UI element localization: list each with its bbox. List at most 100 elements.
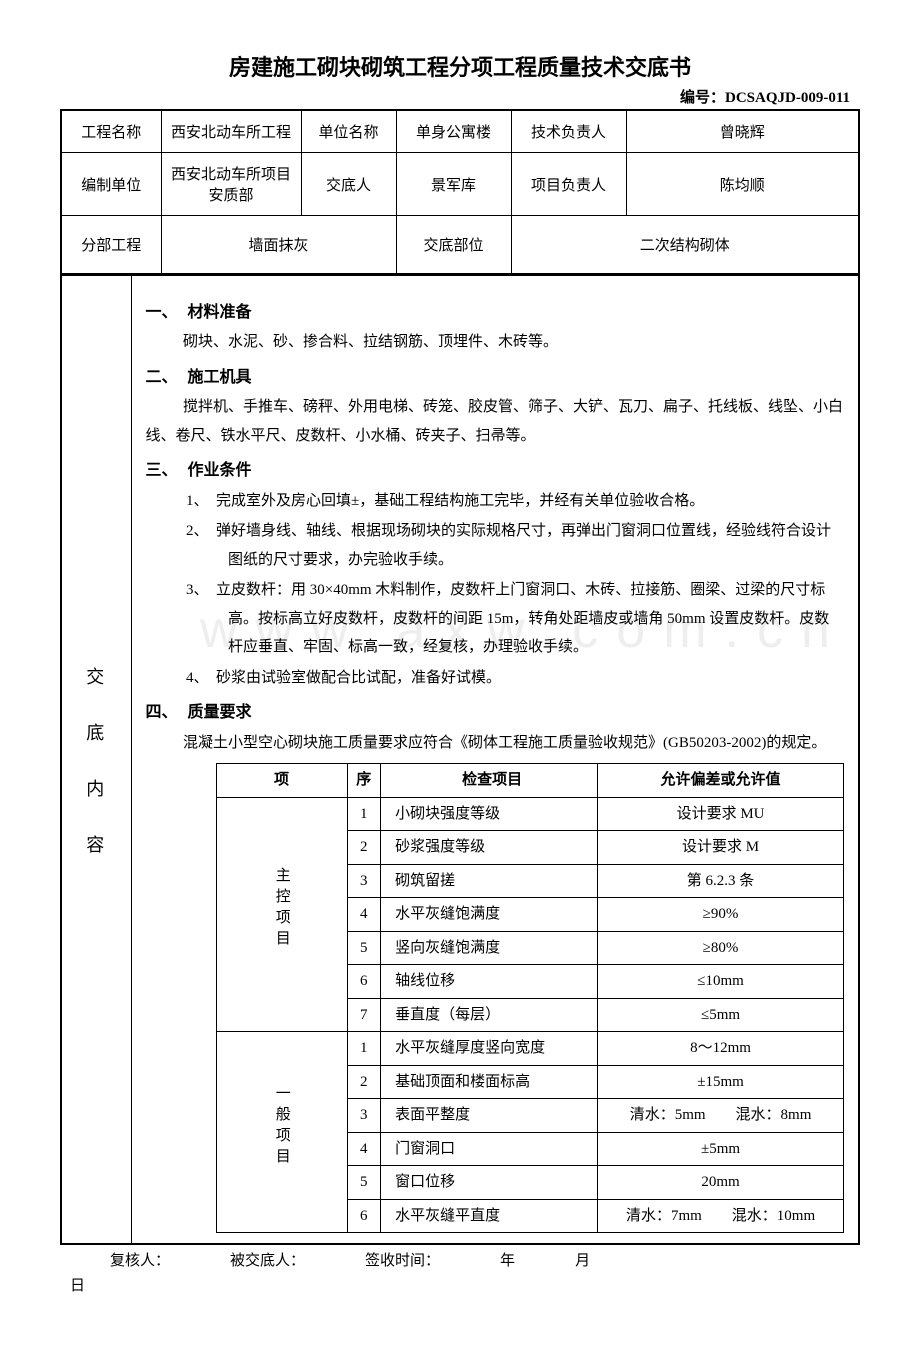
s4-num: 四、	[146, 698, 188, 728]
s3-i2: 2、 弹好墙身线、轴线、根据现场砌块的实际规格尺寸，再弹出门窗洞口位置线，经验线…	[146, 517, 845, 574]
h-r2-c3: 交底人	[301, 153, 396, 216]
footer-line-1: 复核人： 被交底人： 签收时间： 年 月	[60, 1245, 860, 1274]
s4-title: 质量要求	[188, 704, 252, 721]
h-r1-c2: 西安北动车所工程	[161, 110, 301, 153]
sub-h-c4: 允许偏差或允许值	[598, 764, 844, 798]
section-4-head: 四、质量要求	[146, 698, 845, 728]
g1-r7-item: 垂直度（每层）	[381, 998, 598, 1032]
content-table: 交 底 内 容 一、材料准备 砌块、水泥、砂、掺合料、拉结钢筋、顶埋件、木砖等。…	[60, 275, 860, 1245]
g2-r5-seq: 5	[347, 1166, 381, 1200]
g1-r5-allow: ≥80%	[598, 931, 844, 965]
g2-r4-item: 门窗洞口	[381, 1132, 598, 1166]
page-title: 房建施工砌块砌筑工程分项工程质量技术交底书	[60, 50, 860, 82]
doc-code: 编号：DCSAQJD-009-011	[60, 86, 860, 107]
sub-h-c2: 序	[347, 764, 381, 798]
g1-r3-item: 砌筑留搓	[381, 864, 598, 898]
s2-num: 二、	[146, 363, 188, 393]
side-char-2: 底	[68, 719, 125, 745]
g2-r6-item: 水平灰缝平直度	[381, 1199, 598, 1233]
side-label: 交 底 内 容	[61, 276, 131, 1245]
sub-g1-r1: 主控项目 1 小砌块强度等级 设计要求 MU	[216, 797, 844, 831]
h-r1-c4: 单身公寓楼	[396, 110, 511, 153]
header-row-1: 工程名称 西安北动车所工程 单位名称 单身公寓楼 技术负责人 曾晓辉	[61, 110, 859, 153]
g2-r2-seq: 2	[347, 1065, 381, 1099]
quality-sub-table: 项 序 检查项目 允许偏差或允许值 主控项目 1 小砌块强度等级 设计要求 MU…	[216, 763, 845, 1233]
g1-r5-seq: 5	[347, 931, 381, 965]
s3-i4: 4、 砂浆由试验室做配合比试配，准备好试模。	[146, 664, 845, 693]
s1-title: 材料准备	[188, 304, 252, 321]
h-r3-c2: 墙面抹灰	[161, 216, 396, 275]
sub-cat2-text: 一般项目	[267, 1085, 296, 1169]
side-char-1: 交	[68, 663, 125, 689]
h-r2-c2: 西安北动车所项目安质部	[161, 153, 301, 216]
code-label: 编号：	[680, 90, 725, 106]
sub-h-c1: 项	[216, 764, 347, 798]
g1-r2-item: 砂浆强度等级	[381, 831, 598, 865]
g1-r2-allow: 设计要求 M	[598, 831, 844, 865]
g1-r5-item: 竖向灰缝饱满度	[381, 931, 598, 965]
g2-r3-seq: 3	[347, 1099, 381, 1133]
g1-r7-allow: ≤5mm	[598, 998, 844, 1032]
g2-r1-allow: 8～12mm	[598, 1032, 844, 1066]
section-3-head: 三、作业条件	[146, 456, 845, 486]
g2-r2-allow: ±15mm	[598, 1065, 844, 1099]
g2-r4-seq: 4	[347, 1132, 381, 1166]
g1-r1-allow: 设计要求 MU	[598, 797, 844, 831]
h-r1-c1: 工程名称	[61, 110, 161, 153]
footer-f1: 复核人：	[110, 1249, 170, 1270]
h-r2-c4: 景军库	[396, 153, 511, 216]
s4-p1: 混凝土小型空心砌块施工质量要求应符合《砌体工程施工质量验收规范》(GB50203…	[146, 729, 845, 758]
g1-r4-item: 水平灰缝饱满度	[381, 898, 598, 932]
code-value: DCSAQJD-009-011	[725, 90, 850, 106]
s3-i1: 1、 完成室外及房心回填±，基础工程结构施工完毕，并经有关单位验收合格。	[146, 487, 845, 516]
s1-p1: 砌块、水泥、砂、掺合料、拉结钢筋、顶埋件、木砖等。	[146, 328, 845, 357]
g1-r6-seq: 6	[347, 965, 381, 999]
h-r3-c4: 二次结构砌体	[511, 216, 859, 275]
s3-i3: 3、 立皮数杆：用 30×40mm 木料制作，皮数杆上门窗洞口、木砖、拉接筋、圈…	[146, 576, 845, 662]
g2-r6-seq: 6	[347, 1199, 381, 1233]
g1-r1-seq: 1	[347, 797, 381, 831]
g2-r2-item: 基础顶面和楼面标高	[381, 1065, 598, 1099]
section-2-head: 二、施工机具	[146, 363, 845, 393]
g2-r5-item: 窗口位移	[381, 1166, 598, 1200]
g2-r4-allow: ±5mm	[598, 1132, 844, 1166]
section-1-head: 一、材料准备	[146, 298, 845, 328]
s2-p1: 搅拌机、手推车、磅秤、外用电梯、砖笼、胶皮管、筛子、大铲、瓦刀、扁子、托线板、线…	[146, 393, 845, 450]
g2-r6-allow: 清水：7mm 混水：10mm	[598, 1199, 844, 1233]
g1-r4-seq: 4	[347, 898, 381, 932]
header-row-2: 编制单位 西安北动车所项目安质部 交底人 景军库 项目负责人 陈均顺	[61, 153, 859, 216]
g1-r3-seq: 3	[347, 864, 381, 898]
header-table: 工程名称 西安北动车所工程 单位名称 单身公寓楼 技术负责人 曾晓辉 编制单位 …	[60, 109, 860, 275]
h-r1-c5: 技术负责人	[511, 110, 626, 153]
sub-h-c3: 检查项目	[381, 764, 598, 798]
g1-r7-seq: 7	[347, 998, 381, 1032]
s1-num: 一、	[146, 298, 188, 328]
footer-f5: 月	[575, 1249, 590, 1270]
g1-r6-item: 轴线位移	[381, 965, 598, 999]
side-char-4: 容	[68, 831, 125, 857]
sub-cat1: 主控项目	[216, 797, 347, 1032]
g2-r1-seq: 1	[347, 1032, 381, 1066]
s3-num: 三、	[146, 456, 188, 486]
footer-f2: 被交底人：	[230, 1249, 305, 1270]
side-char-3: 内	[68, 775, 125, 801]
content-cell: 一、材料准备 砌块、水泥、砂、掺合料、拉结钢筋、顶埋件、木砖等。 二、施工机具 …	[131, 276, 859, 1245]
s2-title: 施工机具	[188, 369, 252, 386]
h-r1-c3: 单位名称	[301, 110, 396, 153]
sub-g2-r1: 一般项目 1 水平灰缝厚度竖向宽度 8～12mm	[216, 1032, 844, 1066]
header-row-3: 分部工程 墙面抹灰 交底部位 二次结构砌体	[61, 216, 859, 275]
g2-r3-allow: 清水：5mm 混水：8mm	[598, 1099, 844, 1133]
h-r2-c6: 陈均顺	[626, 153, 859, 216]
sub-cat1-text: 主控项目	[267, 867, 296, 951]
footer-f4: 年	[500, 1249, 515, 1270]
g1-r3-allow: 第 6.2.3 条	[598, 864, 844, 898]
footer-f3: 签收时间：	[365, 1249, 440, 1270]
h-r3-c1: 分部工程	[61, 216, 161, 275]
footer-line-2: 日	[60, 1274, 860, 1295]
g1-r2-seq: 2	[347, 831, 381, 865]
sub-cat2: 一般项目	[216, 1032, 347, 1233]
s3-title: 作业条件	[188, 462, 252, 479]
g1-r1-item: 小砌块强度等级	[381, 797, 598, 831]
h-r2-c1: 编制单位	[61, 153, 161, 216]
h-r1-c6: 曾晓辉	[626, 110, 859, 153]
